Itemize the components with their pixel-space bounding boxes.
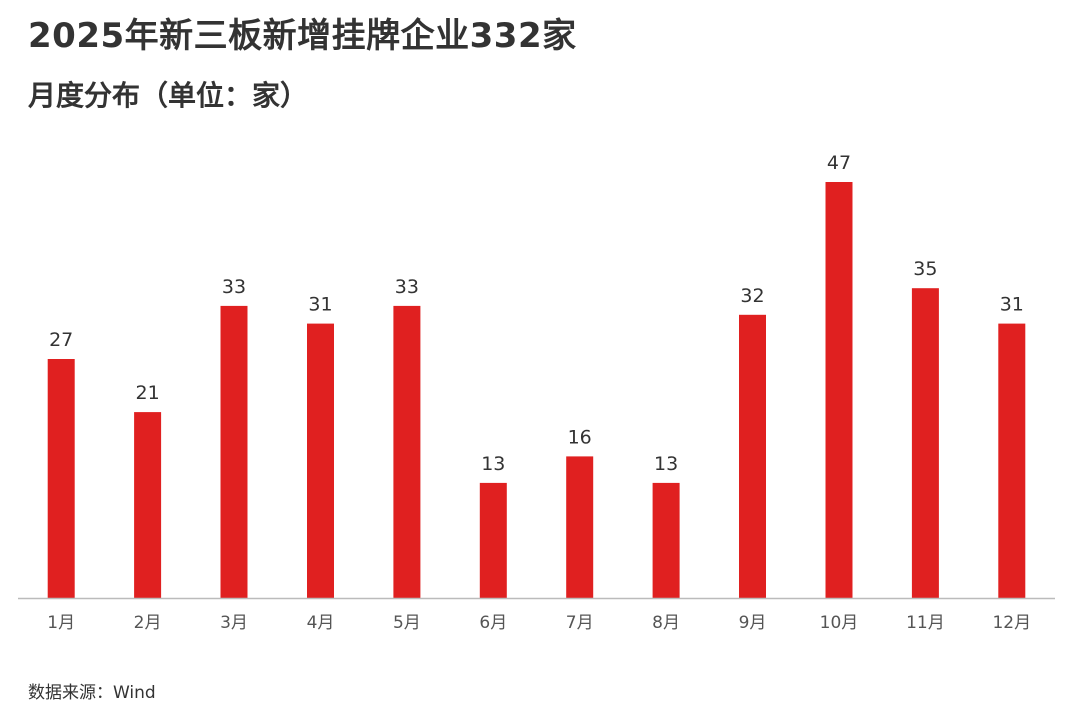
- value-label-7: 16: [568, 426, 592, 448]
- x-tick-label-4: 4月: [307, 613, 335, 633]
- x-tick-label-3: 3月: [220, 613, 248, 633]
- bar-5: [393, 305, 421, 598]
- data-source: 数据来源：Wind: [28, 683, 156, 703]
- bar-9: [739, 314, 766, 598]
- bar-4: [307, 323, 334, 598]
- x-tick-label-2: 2月: [134, 613, 162, 633]
- chart-title: 2025年新三板新增挂牌企业332家: [28, 16, 577, 56]
- value-label-2: 21: [136, 382, 160, 404]
- value-label-9: 32: [740, 285, 764, 307]
- bar-1: [47, 359, 75, 598]
- bar-3: [220, 305, 248, 598]
- bar-8: [652, 482, 680, 598]
- bar-12: [998, 323, 1026, 598]
- value-label-5: 33: [395, 276, 419, 298]
- x-tick-labels-group: 1月 2月 3月 4月 5月 6月 7月 8月 9月 10月 11月 12月: [47, 613, 1031, 633]
- bar-10: [825, 182, 853, 598]
- x-tick-label-1: 1月: [47, 613, 75, 633]
- x-tick-label-8: 8月: [652, 613, 680, 633]
- value-labels-group: 27 21 33 31 33 13 16 13 32 47 35 31: [49, 152, 1024, 475]
- value-label-8: 13: [654, 453, 678, 475]
- chart-subtitle: 月度分布（单位：家）: [28, 79, 309, 112]
- x-tick-label-6: 6月: [479, 613, 507, 633]
- value-label-4: 31: [308, 294, 332, 316]
- bars-group: [47, 182, 1026, 598]
- value-label-1: 27: [49, 329, 73, 351]
- x-tick-label-5: 5月: [393, 613, 421, 633]
- x-tick-label-11: 11月: [906, 613, 945, 633]
- bar-2: [134, 412, 162, 598]
- value-label-6: 13: [481, 453, 505, 475]
- value-label-12: 31: [1000, 294, 1024, 316]
- bar-11: [911, 288, 939, 598]
- x-tick-label-12: 12月: [992, 613, 1031, 633]
- value-label-10: 47: [827, 152, 851, 174]
- bar-7: [566, 456, 594, 598]
- x-tick-label-9: 9月: [739, 613, 767, 633]
- x-tick-label-10: 10月: [820, 613, 859, 633]
- value-label-3: 33: [222, 276, 246, 298]
- value-label-11: 35: [913, 258, 937, 280]
- bar-6: [479, 482, 507, 598]
- x-tick-label-7: 7月: [566, 613, 594, 633]
